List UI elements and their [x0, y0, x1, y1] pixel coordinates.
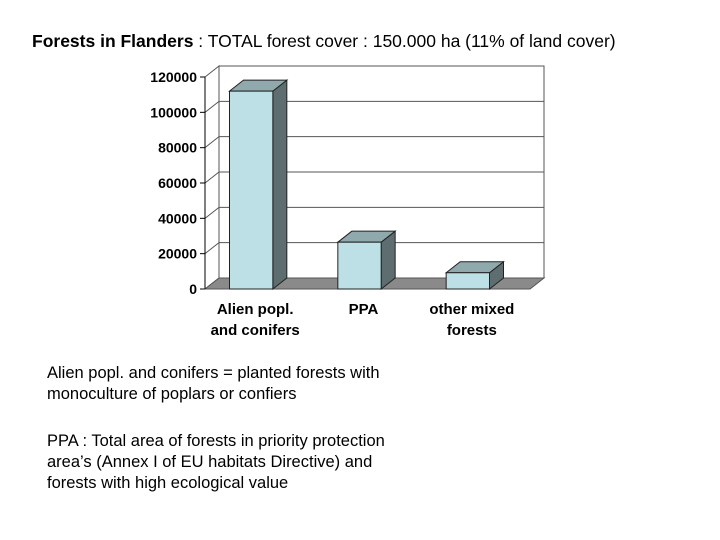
y-tick-label: 20000	[158, 246, 197, 262]
x-tick-label: forests	[447, 322, 497, 339]
bar	[337, 241, 382, 290]
note-line: PPA : Total area of forests in priority …	[47, 432, 385, 450]
slide-title: Forests in Flanders : TOTAL forest cover…	[32, 31, 712, 52]
gridline-depth	[204, 171, 220, 184]
y-tick-label: 120000	[150, 69, 197, 85]
x-tick-label: PPA	[349, 301, 379, 318]
y-tick-label: 40000	[158, 210, 197, 226]
note-alien-definition: Alien popl. and conifers = planted fores…	[47, 363, 547, 405]
bar	[229, 90, 274, 290]
gridline-depth	[204, 242, 220, 255]
slide-title-rest: : TOTAL forest cover : 150.000 ha (11% o…	[193, 31, 616, 51]
note-ppa-definition: PPA : Total area of forests in priority …	[47, 431, 547, 494]
y-tick-label: 60000	[158, 175, 197, 191]
y-tick-label: 100000	[150, 104, 197, 120]
bar	[445, 272, 490, 290]
x-tick-label: other mixed	[429, 301, 514, 318]
x-tick-label: and conifers	[211, 322, 300, 339]
gridline-depth	[204, 206, 220, 219]
gridline-depth	[204, 136, 220, 149]
y-tick-label: 0	[189, 281, 197, 297]
note-line: forests with high ecological value	[47, 474, 289, 492]
slide-title-bold: Forests in Flanders	[32, 31, 194, 51]
gridline-depth	[204, 100, 220, 113]
note-line: area’s (Annex I of EU habitats Directive…	[47, 453, 373, 471]
note-line: monoculture of poplars or confiers	[47, 385, 297, 403]
y-tick-label: 80000	[158, 140, 197, 156]
x-tick-label: Alien popl.	[217, 301, 294, 318]
bar-side	[272, 79, 288, 291]
note-line: Alien popl. and conifers = planted fores…	[47, 364, 380, 382]
